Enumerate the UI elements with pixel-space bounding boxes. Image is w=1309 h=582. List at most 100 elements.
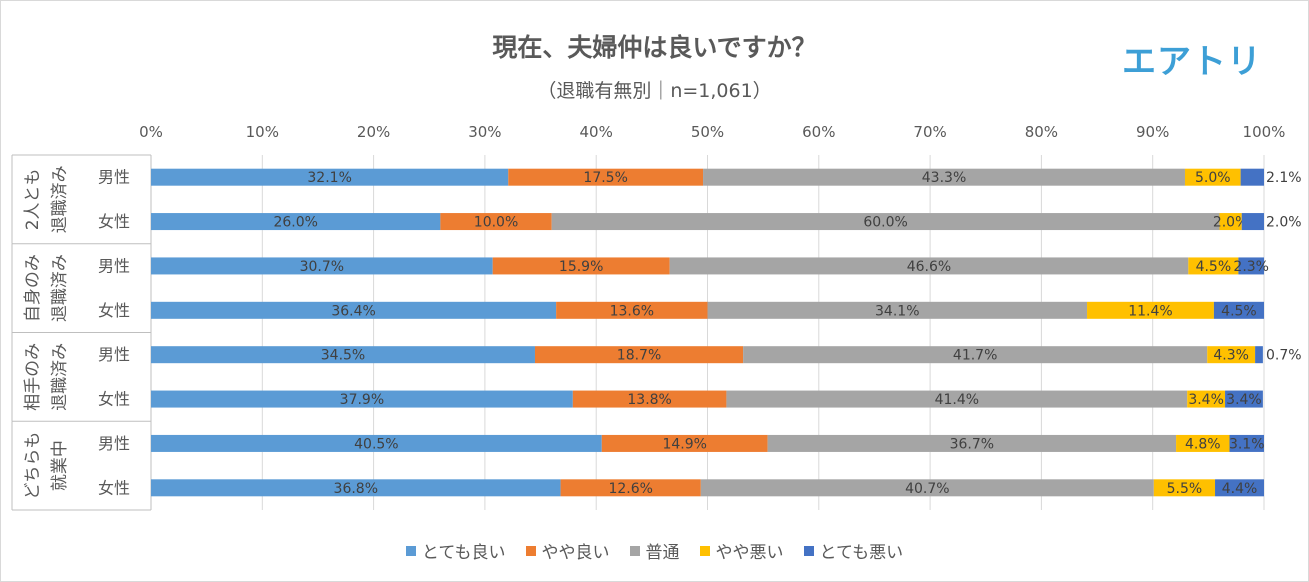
x-tick-label: 60% [802, 123, 835, 141]
bar-segment [1240, 168, 1264, 186]
data-label: 3.4% [1226, 392, 1262, 408]
bar-segment [572, 390, 727, 408]
data-label: 3.4% [1188, 392, 1224, 408]
data-label: 5.5% [1167, 481, 1203, 497]
bar-segment [151, 168, 509, 186]
legend-label: とても良い [421, 543, 506, 563]
x-tick-label: 40% [580, 123, 613, 141]
data-label: 36.4% [331, 303, 375, 319]
bar-segment [1255, 346, 1263, 364]
bar-segment [707, 301, 1088, 319]
bar-segment [703, 168, 1185, 186]
group-label: 退職済み [50, 254, 70, 322]
data-label: 60.0% [863, 215, 907, 231]
data-label: 4.8% [1185, 436, 1221, 452]
bar-segment [1153, 479, 1216, 497]
group-label: 自身のみ [23, 254, 43, 322]
x-tick-label: 70% [913, 123, 946, 141]
bar-segment [1229, 434, 1264, 452]
bar-segment [601, 434, 768, 452]
data-label: 15.9% [559, 259, 603, 275]
group-label: 退職済み [50, 165, 70, 233]
bar-segment [151, 301, 557, 319]
bar-segment [151, 479, 561, 497]
category-label: 女性 [98, 212, 130, 231]
data-label: 10.0% [474, 215, 518, 231]
data-label: 40.5% [354, 436, 398, 452]
x-tick-label: 90% [1136, 123, 1169, 141]
data-label: 2.1% [1266, 170, 1302, 186]
x-tick-label: 10% [246, 123, 279, 141]
data-label: 13.6% [610, 303, 654, 319]
x-tick-label: 0% [139, 123, 163, 141]
bar-segment [508, 168, 704, 186]
x-tick-label: 100% [1243, 123, 1286, 141]
chart-title: 現在、夫婦仲は良いですか？ [492, 33, 817, 62]
bar-segment [556, 301, 708, 319]
x-tick-label: 50% [691, 123, 724, 141]
x-tick-label: 30% [468, 123, 501, 141]
category-label: 男性 [98, 434, 130, 453]
data-label: 2.0% [1213, 215, 1249, 231]
category-label: 女性 [98, 390, 130, 409]
group-label: 相手のみ [23, 343, 43, 411]
legend-item: とても悪い [803, 538, 904, 563]
bar-segment [767, 434, 1177, 452]
data-label: 4.5% [1196, 259, 1232, 275]
bar-segment [1225, 390, 1263, 408]
bar-segment [1176, 434, 1230, 452]
group-label: どちらも [23, 432, 43, 500]
bar-segment [151, 346, 535, 364]
legend-item: とても良い [405, 538, 506, 563]
legend-item: やや悪い [699, 538, 784, 563]
group-label: 2人とも [23, 168, 43, 230]
data-label: 5.0% [1195, 170, 1231, 186]
data-label: 2.3% [1233, 259, 1269, 275]
data-label: 4.3% [1213, 348, 1249, 364]
data-label: 41.7% [953, 348, 997, 364]
bar-segment [551, 213, 1220, 231]
legend-item: 普通 [629, 538, 680, 563]
data-label: 13.8% [627, 392, 671, 408]
data-label: 0.7% [1266, 348, 1302, 364]
bar-segment [1207, 346, 1256, 364]
legend-item: やや良い [525, 538, 610, 563]
data-label: 41.4% [935, 392, 979, 408]
bar-segment [151, 213, 441, 231]
legend-label: とても悪い [819, 543, 904, 563]
bar-segment [1219, 213, 1242, 231]
data-label: 11.4% [1128, 303, 1172, 319]
legend-label: 普通 [645, 543, 680, 563]
legend-swatch [803, 545, 814, 556]
data-label: 4.4% [1222, 481, 1258, 497]
bar-segment [726, 390, 1188, 408]
data-label: 34.5% [321, 348, 365, 364]
data-label: 34.1% [875, 303, 919, 319]
bar-segment [1238, 257, 1264, 275]
data-label: 18.7% [617, 348, 661, 364]
legend-swatch [629, 545, 640, 556]
legend-label: やや良い [541, 543, 610, 563]
data-label: 30.7% [300, 259, 344, 275]
legend-swatch [699, 545, 710, 556]
category-label: 男性 [98, 168, 130, 187]
chart-legend: とても良い やや良い 普通 やや悪い とても悪い [0, 538, 1309, 563]
bar-segment [151, 434, 602, 452]
data-label: 4.5% [1221, 303, 1257, 319]
category-label: 男性 [98, 345, 130, 364]
x-tick-label: 80% [1025, 123, 1058, 141]
bar-segment [1213, 301, 1264, 319]
category-label: 女性 [98, 478, 130, 497]
x-tick-label: 20% [357, 123, 390, 141]
bar-segment [151, 257, 493, 275]
bar-segment [1184, 168, 1241, 186]
bar-segment [151, 390, 573, 408]
data-label: 12.6% [608, 481, 652, 497]
bar-segment [743, 346, 1208, 364]
data-label: 37.9% [340, 392, 384, 408]
data-label: 32.1% [307, 170, 351, 186]
bar-segment [1241, 213, 1264, 231]
data-label: 36.8% [334, 481, 378, 497]
chart-subtitle: （退職有無別｜n=1,061） [537, 80, 772, 102]
airtrip-logo: エアトリ [1122, 42, 1262, 82]
